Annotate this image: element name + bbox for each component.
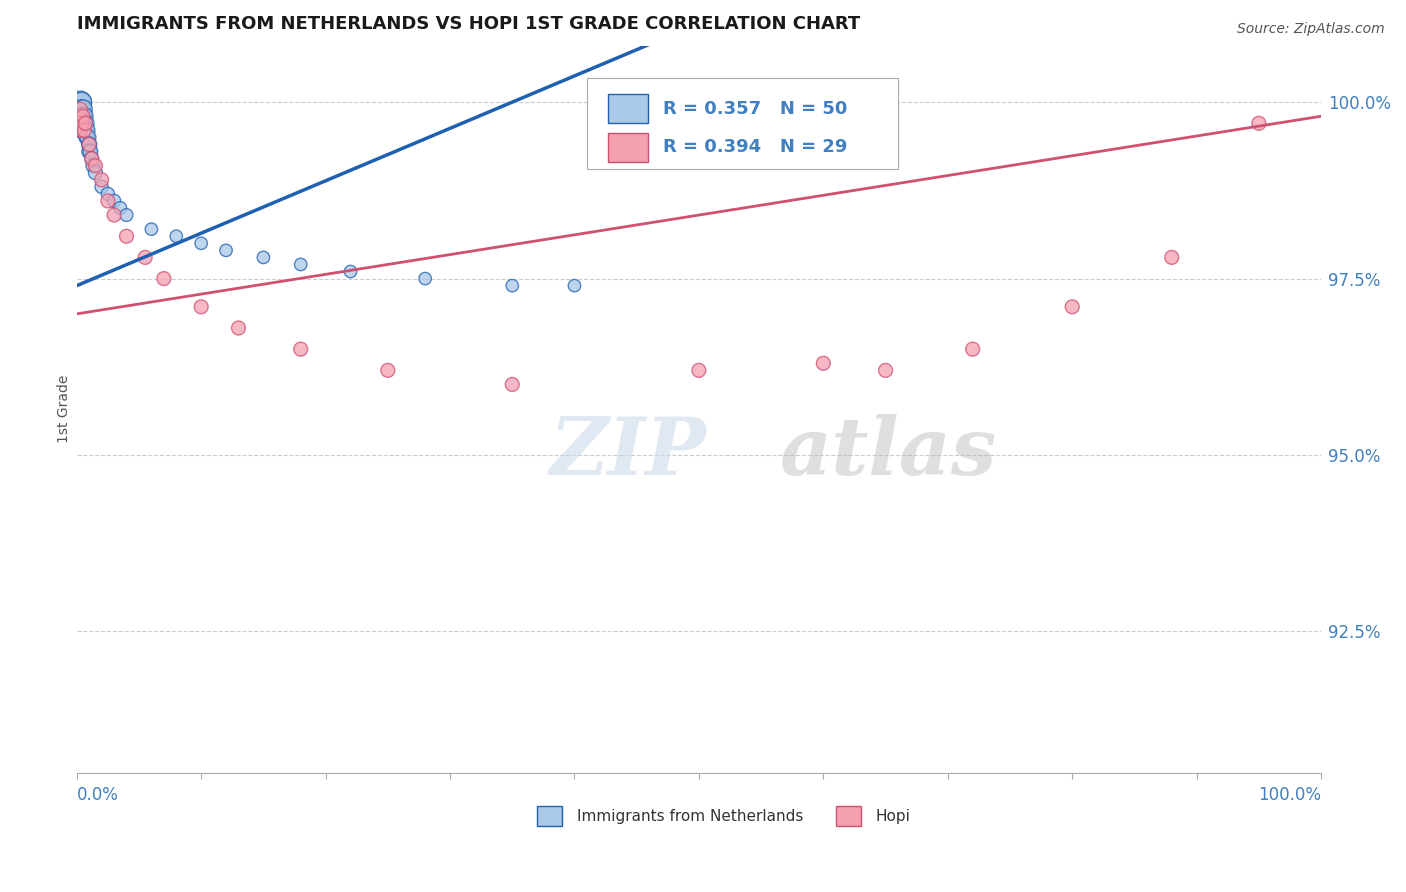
- Point: [73, 123, 96, 137]
- Point: [67, 109, 90, 123]
- Point: [103, 194, 125, 208]
- Point: [115, 229, 138, 244]
- Point: [67, 95, 90, 109]
- Point: [70, 109, 93, 123]
- Point: [77, 130, 100, 145]
- Point: [252, 251, 274, 265]
- FancyBboxPatch shape: [586, 78, 898, 169]
- Point: [66, 102, 89, 116]
- Point: [72, 109, 94, 123]
- Point: [70, 102, 93, 116]
- Point: [84, 159, 107, 173]
- Point: [190, 236, 212, 251]
- Point: [77, 145, 100, 159]
- Point: [75, 116, 97, 130]
- Text: Source: ZipAtlas.com: Source: ZipAtlas.com: [1237, 22, 1385, 37]
- Text: R = 0.394   N = 29: R = 0.394 N = 29: [662, 138, 848, 156]
- FancyBboxPatch shape: [607, 133, 648, 161]
- Text: Immigrants from Netherlands: Immigrants from Netherlands: [576, 809, 803, 824]
- Text: 0.0%: 0.0%: [77, 786, 118, 804]
- Point: [77, 137, 100, 152]
- Point: [76, 123, 98, 137]
- Point: [339, 264, 361, 278]
- Point: [165, 229, 187, 244]
- Point: [69, 95, 91, 109]
- Point: [72, 102, 94, 116]
- Point: [115, 208, 138, 222]
- Point: [72, 109, 94, 123]
- Point: [76, 130, 98, 145]
- Point: [290, 342, 312, 356]
- Point: [377, 363, 399, 377]
- Text: 100.0%: 100.0%: [1258, 786, 1322, 804]
- FancyBboxPatch shape: [537, 806, 562, 827]
- Point: [67, 102, 90, 116]
- Point: [97, 186, 120, 201]
- Point: [75, 123, 97, 137]
- Point: [103, 208, 125, 222]
- Point: [97, 194, 120, 208]
- Point: [290, 257, 312, 271]
- Point: [190, 300, 212, 314]
- Point: [73, 109, 96, 123]
- Point: [69, 102, 91, 116]
- Point: [66, 95, 89, 109]
- Point: [962, 342, 984, 356]
- Text: Hopi: Hopi: [876, 809, 911, 824]
- Text: ZIP: ZIP: [550, 414, 706, 491]
- Point: [73, 116, 96, 130]
- Point: [141, 222, 163, 236]
- Text: atlas: atlas: [780, 414, 997, 491]
- Point: [84, 166, 107, 180]
- Point: [72, 123, 94, 137]
- Point: [688, 363, 710, 377]
- Text: R = 0.357   N = 50: R = 0.357 N = 50: [662, 100, 848, 118]
- Point: [501, 278, 523, 293]
- Point: [1062, 300, 1084, 314]
- Point: [70, 116, 93, 130]
- Text: IMMIGRANTS FROM NETHERLANDS VS HOPI 1ST GRADE CORRELATION CHART: IMMIGRANTS FROM NETHERLANDS VS HOPI 1ST …: [77, 15, 860, 33]
- Point: [69, 123, 91, 137]
- Point: [69, 116, 91, 130]
- Point: [73, 123, 96, 137]
- Point: [69, 123, 91, 137]
- Point: [79, 145, 101, 159]
- Point: [67, 102, 90, 116]
- Point: [564, 278, 586, 293]
- Point: [90, 179, 112, 194]
- Point: [501, 377, 523, 392]
- Point: [66, 109, 89, 123]
- Point: [134, 251, 156, 265]
- Point: [80, 152, 103, 166]
- Point: [413, 271, 436, 285]
- Point: [1160, 251, 1182, 265]
- Point: [75, 116, 97, 130]
- Point: [215, 244, 238, 258]
- Point: [153, 271, 176, 285]
- Point: [70, 95, 93, 109]
- Point: [77, 137, 100, 152]
- Point: [69, 109, 91, 123]
- FancyBboxPatch shape: [835, 806, 860, 827]
- Point: [228, 321, 250, 335]
- Y-axis label: 1st Grade: 1st Grade: [58, 375, 72, 443]
- Point: [80, 152, 103, 166]
- Point: [69, 109, 91, 123]
- Point: [69, 102, 91, 116]
- Point: [67, 116, 90, 130]
- Point: [813, 356, 835, 370]
- Point: [875, 363, 897, 377]
- Point: [110, 201, 132, 215]
- Point: [90, 173, 112, 187]
- Point: [70, 116, 93, 130]
- Point: [82, 159, 104, 173]
- Point: [66, 109, 89, 123]
- FancyBboxPatch shape: [607, 95, 648, 123]
- Point: [1247, 116, 1270, 130]
- Point: [72, 116, 94, 130]
